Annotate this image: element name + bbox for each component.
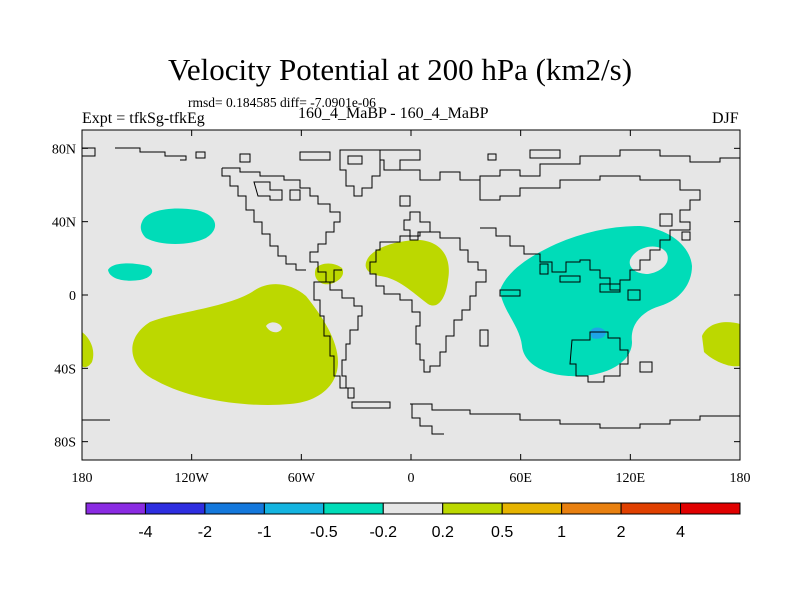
positive-region-east-edge xyxy=(702,322,740,367)
colorbar-swatch xyxy=(382,502,444,515)
y-tick-label: 40S xyxy=(54,362,76,377)
colorbar-label: 0.2 xyxy=(432,524,454,541)
x-tick-label: 120E xyxy=(616,471,646,486)
colorbar-swatch xyxy=(85,502,146,515)
subtitle: 160_4_MaBP - 160_4_MaBP xyxy=(298,105,489,122)
negative-region-east-pacific xyxy=(108,263,153,281)
colorbar-label: -0.5 xyxy=(310,524,338,541)
negative-region-strong-spot xyxy=(590,327,606,339)
x-tick-label: 180 xyxy=(730,471,751,486)
colorbar-swatch xyxy=(501,502,563,515)
colorbar-label: 4 xyxy=(676,524,685,541)
plot-title: Velocity Potential at 200 hPa (km2/s) xyxy=(167,52,633,87)
colorbar-label: -1 xyxy=(257,524,271,541)
negative-region-north-pacific xyxy=(140,208,216,244)
x-tick-label: 120W xyxy=(175,471,210,486)
colorbar: -4 -2 -1 -0.5 -0.2 0.2 0.5 1 2 4 xyxy=(85,502,741,541)
x-tick-label: 0 xyxy=(408,471,415,486)
colorbar-label: 0.5 xyxy=(491,524,513,541)
colorbar-swatch xyxy=(144,502,206,515)
stats-text: rmsd= 0.184585 diff= -7.0901e-06 xyxy=(188,95,376,110)
colorbar-label: -2 xyxy=(198,524,212,541)
colorbar-label: 1 xyxy=(557,524,566,541)
season-label: DJF xyxy=(712,110,739,127)
colorbar-swatch xyxy=(204,502,265,515)
colorbar-swatch xyxy=(680,502,741,515)
colorbar-swatch xyxy=(442,502,503,515)
positive-region-south-pacific xyxy=(132,284,338,405)
colorbar-swatch xyxy=(561,502,622,515)
experiment-label: Expt = tfkSg-tfkEg xyxy=(82,110,205,127)
colorbar-label: -0.2 xyxy=(369,524,397,541)
y-tick-label: 0 xyxy=(69,289,76,304)
x-tick-label: 60E xyxy=(509,471,532,486)
colorbar-swatch xyxy=(620,502,682,515)
positive-region-southeast-pacific-hole xyxy=(266,322,282,333)
x-tick-label: 60W xyxy=(288,471,316,486)
map-axes: 180 120W 60W 0 60E 120E 180 80N 40N 0 40S 80S xyxy=(52,130,751,486)
colorbar-swatch xyxy=(263,502,325,515)
colorbar-swatch xyxy=(323,502,384,515)
coastlines xyxy=(82,147,740,435)
positive-region-north-africa xyxy=(365,240,449,306)
x-tick-label: 180 xyxy=(72,471,93,486)
colorbar-label: -4 xyxy=(138,524,152,541)
colorbar-label: 2 xyxy=(617,524,626,541)
y-tick-label: 40N xyxy=(52,216,76,231)
y-tick-label: 80N xyxy=(52,142,76,157)
y-tick-label: 80S xyxy=(54,436,76,451)
positive-region-west-edge xyxy=(82,332,94,368)
positive-region-central-america xyxy=(314,263,344,285)
